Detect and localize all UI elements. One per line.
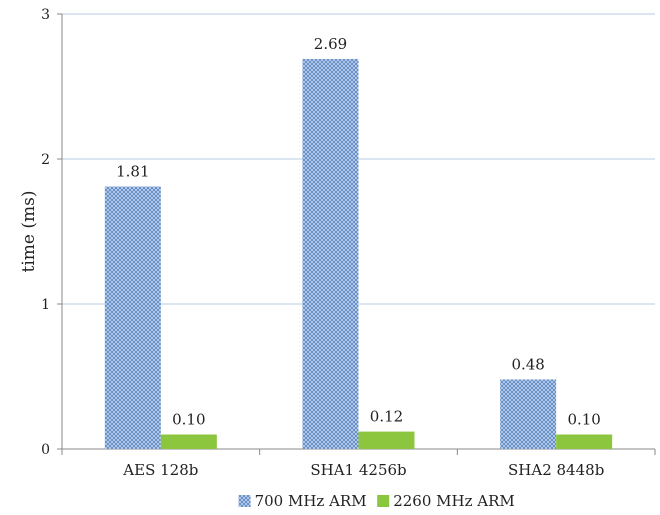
x-tick-label: SHA1 4256b xyxy=(310,461,406,479)
data-label: 0.12 xyxy=(370,408,403,426)
x-tick-label: SHA2 8448b xyxy=(508,461,604,479)
legend-swatch xyxy=(238,495,251,507)
legend-label: 2260 MHz ARM xyxy=(393,492,515,510)
bar-2260mhz xyxy=(358,431,415,449)
bar-700mhz xyxy=(500,379,557,449)
legend-swatch xyxy=(377,495,390,507)
y-axis-label: time (ms) xyxy=(19,191,39,273)
legend-label: 700 MHz ARM xyxy=(255,492,367,510)
data-label: 0.48 xyxy=(511,355,544,373)
data-label: 1.81 xyxy=(116,163,149,181)
y-tick-label: 3 xyxy=(41,7,50,23)
bar-700mhz xyxy=(104,186,161,450)
bar-2260mhz xyxy=(160,434,217,449)
y-tick-label: 0 xyxy=(41,442,50,458)
legend: 700 MHz ARM 2260 MHz ARM xyxy=(238,492,515,510)
bar-2260mhz xyxy=(556,434,613,449)
y-tick-label: 2 xyxy=(41,152,50,168)
data-label: 2.69 xyxy=(314,35,347,53)
bars xyxy=(104,58,613,450)
labels: 0 1 2 3 time (ms) 1.81 0.10 AES 128b 2.69 0.12 SHA… xyxy=(19,7,604,479)
data-label: 0.10 xyxy=(567,411,600,429)
x-tick-label: AES 128b xyxy=(122,461,198,479)
bar-700mhz xyxy=(302,58,359,449)
y-tick-label: 1 xyxy=(41,297,50,313)
data-label: 0.10 xyxy=(172,411,205,429)
